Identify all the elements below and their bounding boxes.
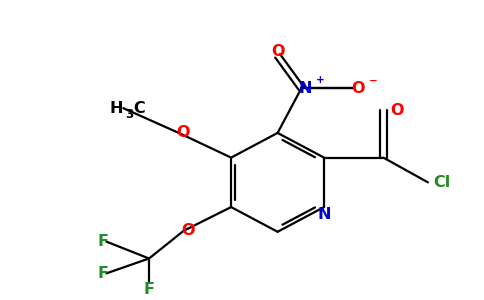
Text: −: −	[369, 76, 378, 85]
Text: F: F	[144, 282, 154, 297]
Text: 3: 3	[125, 108, 134, 121]
Text: N: N	[299, 81, 312, 96]
Text: F: F	[97, 234, 108, 249]
Text: C: C	[133, 101, 145, 116]
Text: O: O	[391, 103, 404, 118]
Text: H: H	[110, 101, 123, 116]
Text: Cl: Cl	[433, 175, 451, 190]
Text: O: O	[176, 125, 189, 140]
Text: N: N	[318, 208, 331, 223]
Text: O: O	[181, 223, 195, 238]
Text: O: O	[351, 81, 364, 96]
Text: +: +	[316, 76, 325, 85]
Text: F: F	[97, 266, 108, 281]
Text: O: O	[271, 44, 284, 59]
